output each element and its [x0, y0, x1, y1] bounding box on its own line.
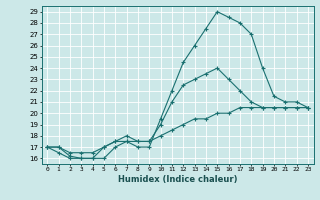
- X-axis label: Humidex (Indice chaleur): Humidex (Indice chaleur): [118, 175, 237, 184]
